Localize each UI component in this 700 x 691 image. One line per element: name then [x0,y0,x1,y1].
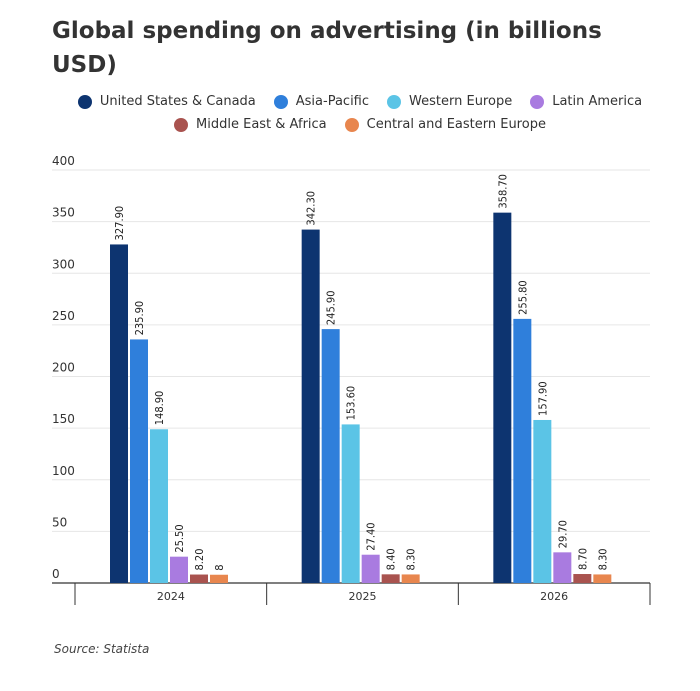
bar [190,574,208,583]
y-tick-label: 400 [52,154,75,168]
bar [381,574,400,583]
bar [301,229,320,583]
legend-item-western-europe: Western Europe [387,94,512,109]
bar [493,212,512,583]
legend-swatch [530,94,545,109]
x-tick-label: 2024 [157,590,185,603]
bar [573,574,592,583]
data-label: 8.20 [193,549,206,571]
legend-row-1: United States & Canada Asia-Pacific West… [60,94,660,117]
bar [321,329,340,583]
legend-swatch [273,94,288,109]
data-label: 235.90 [133,301,146,336]
legend-label: Latin America [552,94,643,109]
bar [170,556,188,583]
bar [513,318,532,583]
legend-label: United States & Canada [99,94,256,109]
y-tick-label: 350 [52,206,75,220]
legend-swatch [344,117,359,132]
legend-swatch [387,94,402,109]
bar [361,554,380,583]
bar [341,424,360,583]
y-tick-label: 250 [52,309,75,323]
source-note: Source: Statista [54,642,150,656]
legend-item-asia-pacific: Asia-Pacific [273,94,370,109]
bar [110,244,128,584]
data-label: 157.90 [536,381,549,416]
y-tick-label: 150 [52,412,75,426]
legend-item-central-eastern-europe: Central and Eastern Europe [344,117,546,132]
x-tick-label: 2025 [349,590,377,603]
data-label: 153.60 [345,386,358,421]
bar [593,574,612,583]
data-label: 27.40 [365,522,378,550]
data-label: 8.40 [385,548,398,570]
y-tick-label: 50 [52,515,67,529]
data-label: 148.90 [153,391,166,426]
data-label: 8.30 [405,548,418,570]
y-tick-label: 200 [52,361,75,375]
legend-label: Western Europe [409,94,513,109]
data-label: 245.90 [325,290,338,325]
bar [210,574,228,583]
data-label: 29.70 [556,520,569,548]
bar [533,419,552,583]
data-label: 8 [213,564,226,570]
bar [553,552,572,583]
data-label: 358.70 [496,174,509,209]
chart-legend: United States & Canada Asia-Pacific West… [60,94,660,140]
data-label: 8.30 [596,548,609,570]
legend-swatch [77,94,92,109]
data-label: 342.30 [305,191,318,226]
data-label: 8.70 [576,548,589,570]
legend-label: Asia-Pacific [295,94,370,109]
data-label: 25.50 [173,524,186,552]
legend-item-latin-america: Latin America [530,94,642,109]
data-label: 327.90 [113,206,126,241]
chart-title: Global spending on advertising (in billi… [52,18,602,78]
legend-item-middle-east-africa: Middle East & Africa [174,117,327,132]
legend-label: Central and Eastern Europe [366,117,546,132]
legend-label: Middle East & Africa [196,117,327,132]
bar [401,574,420,583]
legend-swatch [174,117,189,132]
bar [150,429,168,583]
x-tick-label: 2026 [540,590,568,603]
y-tick-label: 100 [52,464,75,478]
bar [130,339,148,583]
y-tick-label: 300 [52,257,75,271]
data-label: 255.80 [516,280,529,315]
legend-item-us-canada: United States & Canada [77,94,256,109]
y-tick-label: 0 [52,567,60,581]
legend-row-2: Middle East & Africa Central and Eastern… [60,117,660,140]
